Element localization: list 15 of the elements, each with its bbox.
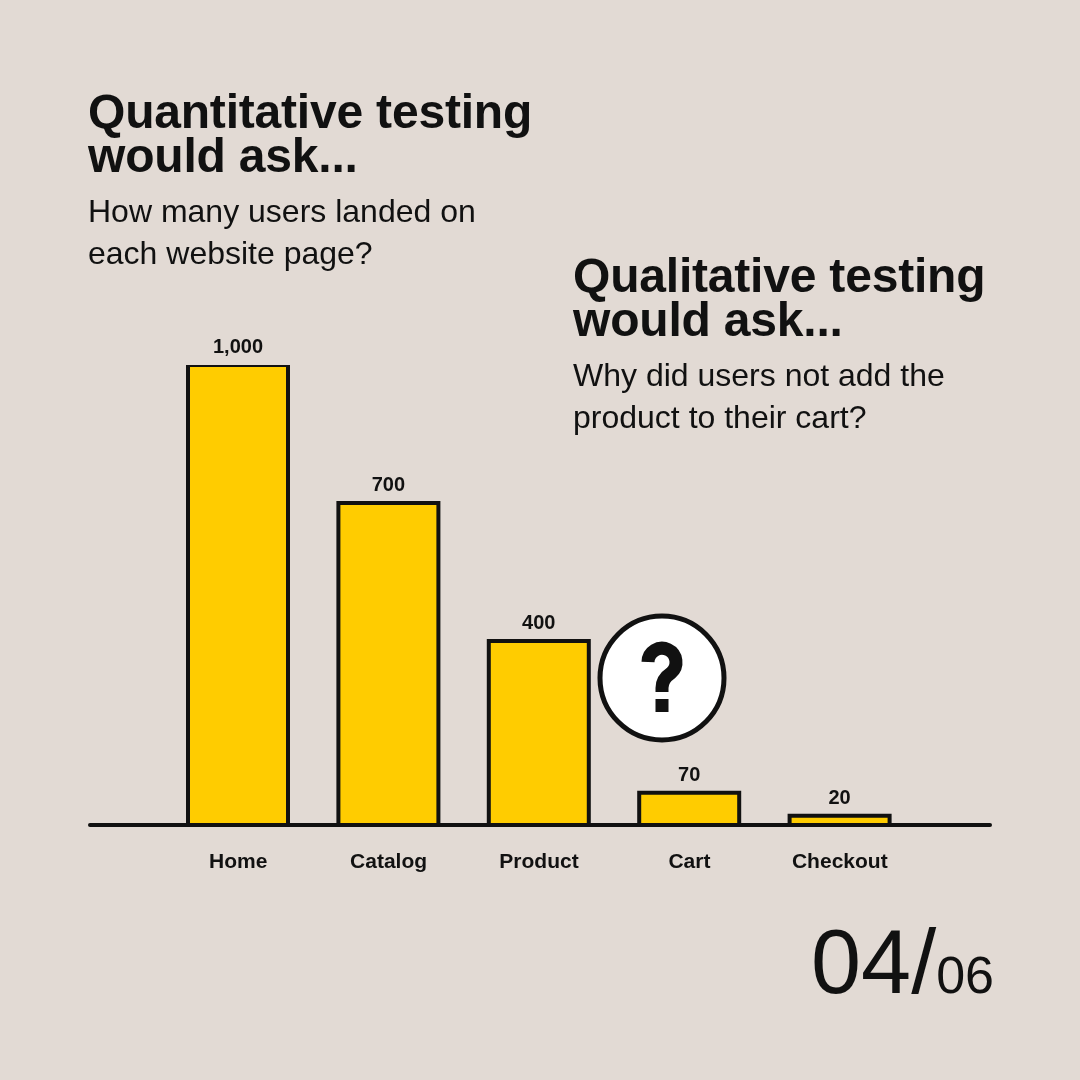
data-label: 700	[371, 473, 406, 495]
annotation: Why did users not add the product to their cart?	[573, 356, 946, 437]
x-tick-label: Catalog	[350, 848, 428, 872]
x-tick-label: Checkout	[791, 848, 888, 872]
x-tick-label: Home	[209, 848, 268, 872]
chart-title: Quantitative testing would ask...	[88, 85, 534, 182]
text: 04/06	[811, 912, 994, 1012]
x-tick-label: Product	[499, 848, 579, 872]
x-tick-label: Cart	[668, 848, 711, 872]
data-label: 1,000	[212, 335, 264, 357]
text: Qualitative testing would ask...	[573, 249, 987, 346]
chart-subtitle: How many users landed on each website page?	[88, 192, 477, 273]
data-label: 70	[678, 762, 701, 785]
data-label: 400	[522, 611, 556, 633]
data-label: 20	[828, 785, 851, 808]
